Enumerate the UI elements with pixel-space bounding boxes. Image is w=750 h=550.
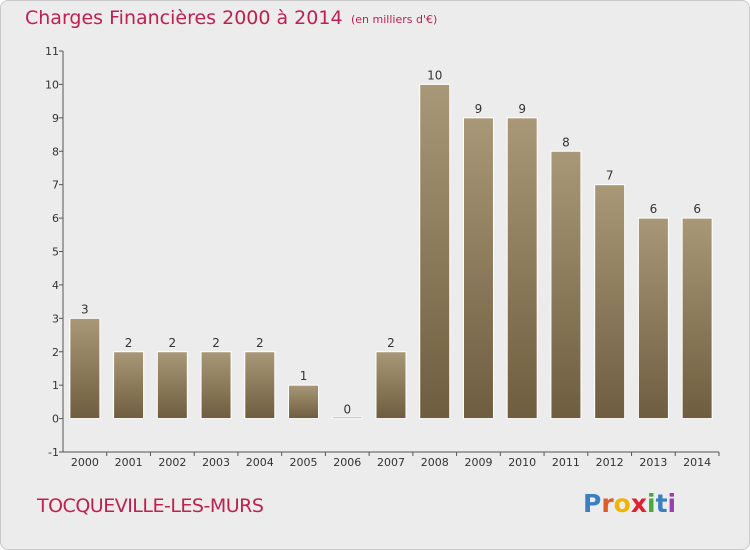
x-tick-label: 2005 bbox=[290, 456, 318, 469]
y-tick-label: 3 bbox=[52, 312, 59, 325]
y-tick-label: 1 bbox=[52, 379, 59, 392]
bar-2002 bbox=[156, 351, 188, 420]
logo-letter: o bbox=[613, 489, 631, 518]
logo-letter: t bbox=[655, 489, 668, 518]
y-tick-label: 6 bbox=[52, 212, 59, 225]
y-tick-label: 11 bbox=[45, 45, 59, 58]
x-tick-label: 2004 bbox=[246, 456, 274, 469]
x-tick-label: 2001 bbox=[115, 456, 143, 469]
x-tick-label: 2003 bbox=[202, 456, 230, 469]
y-tick-label: 0 bbox=[52, 413, 59, 426]
data-label-2011: 8 bbox=[562, 135, 570, 149]
bar-2006 bbox=[331, 416, 363, 420]
logo-letter: r bbox=[601, 489, 614, 518]
x-tick-label: 2002 bbox=[158, 456, 186, 469]
logo-letter: P bbox=[583, 489, 602, 518]
data-label-2006: 0 bbox=[343, 403, 351, 417]
bar-2012 bbox=[594, 184, 626, 420]
proxiti-logo: Proxiti bbox=[583, 489, 676, 518]
bar-2010 bbox=[506, 117, 538, 420]
commune-name: TOCQUEVILLE-LES-MURS bbox=[37, 495, 264, 517]
x-tick-label: 2006 bbox=[333, 456, 361, 469]
x-tick-label: 2008 bbox=[421, 456, 449, 469]
chart-title: Charges Financières 2000 à 2014 bbox=[25, 7, 343, 29]
data-label-2004: 2 bbox=[256, 336, 264, 350]
x-tick-label: 2013 bbox=[639, 456, 667, 469]
y-tick-label: 4 bbox=[52, 279, 59, 292]
bar-2005 bbox=[288, 384, 320, 420]
data-label-2010: 9 bbox=[518, 102, 526, 116]
x-tick-label: 2012 bbox=[596, 456, 624, 469]
y-tick-label: -1 bbox=[48, 446, 59, 459]
x-tick-label: 2010 bbox=[508, 456, 536, 469]
data-label-2000: 3 bbox=[81, 302, 89, 316]
bar-2003 bbox=[200, 351, 232, 420]
y-tick-label: 10 bbox=[45, 78, 59, 91]
x-tick-label: 2011 bbox=[552, 456, 580, 469]
bar-2000 bbox=[69, 317, 101, 420]
data-label-2007: 2 bbox=[387, 336, 395, 350]
bar-2001 bbox=[113, 351, 145, 420]
data-label-2002: 2 bbox=[169, 336, 177, 350]
data-label-2012: 7 bbox=[606, 169, 614, 183]
bar-2009 bbox=[462, 117, 494, 420]
x-tick-label: 2014 bbox=[683, 456, 711, 469]
y-tick-label: 9 bbox=[52, 112, 59, 125]
x-tick-label: 2000 bbox=[71, 456, 99, 469]
logo-letter: i bbox=[667, 489, 677, 518]
y-tick-label: 2 bbox=[52, 346, 59, 359]
x-tick-label: 2007 bbox=[377, 456, 405, 469]
y-tick-label: 7 bbox=[52, 179, 59, 192]
data-label-2013: 6 bbox=[650, 202, 658, 216]
data-label-2014: 6 bbox=[693, 202, 701, 216]
bar-2008 bbox=[419, 83, 451, 420]
bar-2014 bbox=[681, 217, 713, 420]
data-label-2008: 10 bbox=[427, 68, 442, 82]
bar-2004 bbox=[244, 351, 276, 420]
data-label-2003: 2 bbox=[212, 336, 220, 350]
bar-2007 bbox=[375, 351, 407, 420]
x-tick-label: 2009 bbox=[464, 456, 492, 469]
data-label-2005: 1 bbox=[300, 369, 308, 383]
data-label-2001: 2 bbox=[125, 336, 133, 350]
data-label-2009: 9 bbox=[475, 102, 483, 116]
chart-unit-subtitle: (en milliers d'€) bbox=[351, 13, 438, 26]
logo-letter: x bbox=[630, 489, 647, 518]
y-tick-label: 5 bbox=[52, 246, 59, 259]
bar-2011 bbox=[550, 150, 582, 420]
y-tick-label: 8 bbox=[52, 145, 59, 158]
bar-2013 bbox=[637, 217, 669, 420]
logo-letter: i bbox=[647, 489, 656, 518]
